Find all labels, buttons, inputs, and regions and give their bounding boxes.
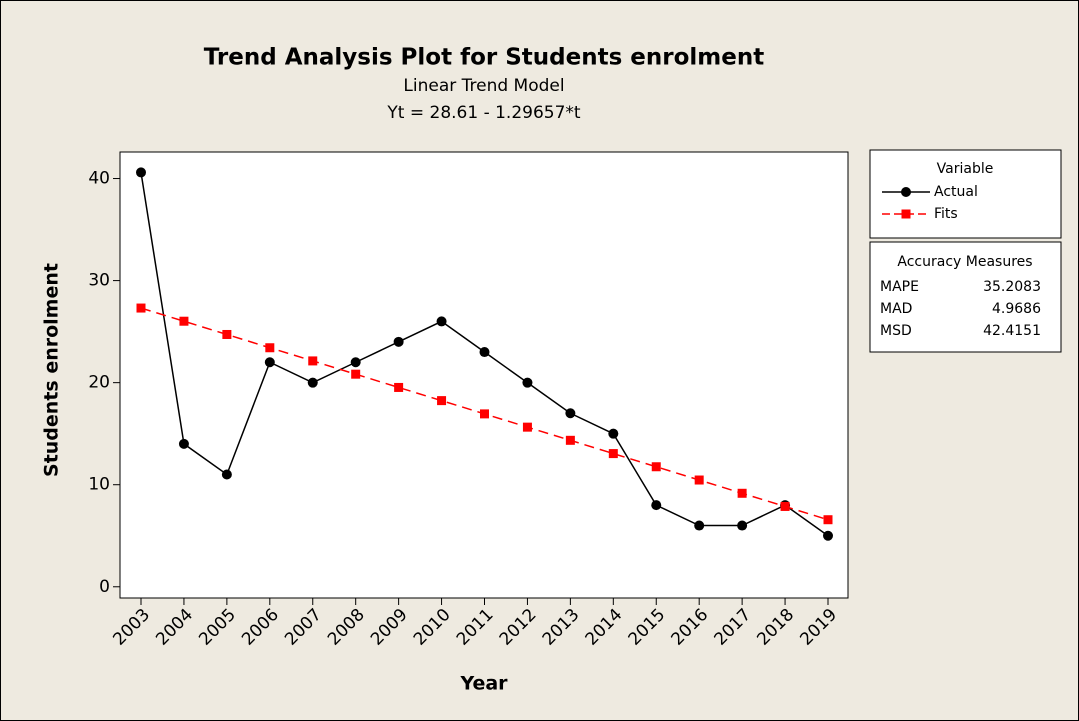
point bbox=[651, 500, 662, 511]
point bbox=[393, 336, 404, 347]
legend-marker bbox=[901, 209, 911, 219]
equation: Yt = 28.61 - 1.29657*t bbox=[386, 103, 581, 123]
point bbox=[823, 530, 833, 541]
point bbox=[307, 377, 318, 388]
point bbox=[351, 369, 361, 379]
point bbox=[308, 356, 318, 366]
y-tick-label: 10 bbox=[88, 475, 110, 495]
legend-marker bbox=[901, 187, 911, 197]
measure-name: MAPE bbox=[880, 279, 919, 295]
y-axis-label: Students enrolment bbox=[41, 263, 63, 477]
measure-name: MAD bbox=[880, 301, 912, 317]
subtitle: Linear Trend Model bbox=[403, 76, 564, 96]
measure-name: MSD bbox=[880, 323, 912, 339]
legend-label: Fits bbox=[934, 206, 958, 222]
point bbox=[737, 520, 748, 531]
measure-value: 42.4151 bbox=[983, 323, 1041, 339]
point bbox=[264, 357, 275, 368]
measure-value: 35.2083 bbox=[983, 279, 1041, 295]
point bbox=[608, 449, 618, 459]
point bbox=[694, 520, 705, 531]
point bbox=[565, 408, 576, 419]
point bbox=[522, 422, 532, 432]
point bbox=[608, 428, 619, 439]
point bbox=[350, 357, 361, 368]
point bbox=[694, 475, 704, 485]
x-axis-label: Year bbox=[459, 673, 508, 695]
measure-value: 4.9686 bbox=[992, 301, 1041, 317]
point bbox=[136, 167, 146, 178]
point bbox=[780, 501, 790, 511]
point bbox=[480, 409, 489, 419]
point bbox=[522, 377, 533, 388]
point bbox=[222, 329, 232, 339]
point bbox=[394, 382, 404, 392]
point bbox=[737, 488, 747, 498]
point bbox=[651, 462, 661, 472]
point bbox=[265, 343, 275, 353]
legend-label: Actual bbox=[934, 184, 978, 200]
point bbox=[136, 303, 146, 313]
y-tick-label: 30 bbox=[88, 271, 110, 291]
accuracy-box bbox=[869, 241, 1062, 353]
y-tick-label: 40 bbox=[88, 169, 110, 189]
plot-area bbox=[119, 151, 849, 599]
chart-title: Trend Analysis Plot for Students enrolme… bbox=[204, 45, 765, 71]
y-tick-label: 0 bbox=[99, 577, 110, 597]
point bbox=[823, 515, 833, 525]
point bbox=[179, 316, 189, 326]
point bbox=[178, 438, 189, 449]
point bbox=[436, 316, 447, 327]
accuracy-title: Accuracy Measures bbox=[897, 254, 1032, 270]
point bbox=[437, 396, 447, 406]
y-tick-label: 20 bbox=[88, 373, 110, 393]
legend-title: Variable bbox=[937, 161, 994, 177]
point bbox=[479, 347, 490, 358]
point bbox=[221, 469, 232, 480]
point bbox=[565, 435, 575, 445]
